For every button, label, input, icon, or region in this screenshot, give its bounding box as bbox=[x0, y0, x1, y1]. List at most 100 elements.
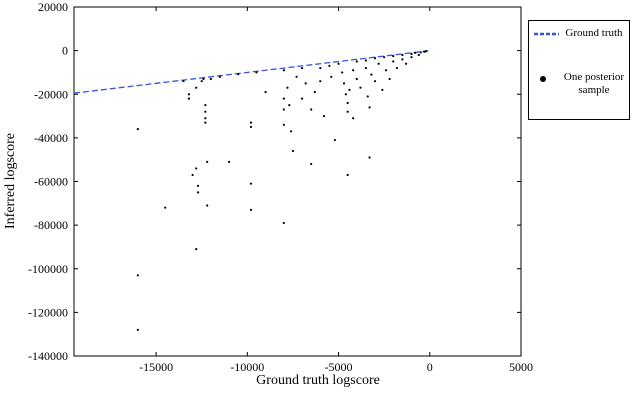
ground-truth-line bbox=[73, 49, 430, 94]
point bbox=[187, 93, 191, 96]
point bbox=[337, 62, 340, 65]
point bbox=[392, 60, 395, 63]
point bbox=[282, 97, 285, 100]
x-axis-label: Ground truth logscore bbox=[256, 373, 380, 388]
point bbox=[384, 69, 388, 72]
point bbox=[364, 59, 368, 62]
y-tick-label: -100000 bbox=[28, 262, 68, 276]
point bbox=[319, 66, 322, 70]
point bbox=[136, 128, 139, 131]
point bbox=[344, 93, 347, 96]
point bbox=[401, 53, 404, 57]
y-tick-label: -60000 bbox=[34, 175, 68, 189]
point bbox=[348, 88, 351, 91]
legend-swatch bbox=[534, 32, 559, 36]
point bbox=[195, 86, 198, 89]
point bbox=[368, 156, 371, 159]
point bbox=[310, 108, 313, 111]
point bbox=[355, 77, 358, 81]
point bbox=[370, 73, 373, 76]
point bbox=[373, 57, 377, 60]
point bbox=[364, 66, 368, 70]
point bbox=[310, 162, 313, 166]
point bbox=[196, 191, 200, 194]
x-tick-label: 0 bbox=[427, 360, 433, 374]
point bbox=[282, 123, 285, 126]
point bbox=[249, 125, 253, 129]
point bbox=[401, 58, 404, 61]
point bbox=[341, 71, 344, 74]
point bbox=[291, 149, 295, 153]
point bbox=[300, 97, 304, 100]
point bbox=[295, 75, 298, 78]
point bbox=[249, 121, 253, 124]
point bbox=[410, 52, 413, 55]
point bbox=[319, 80, 322, 83]
y-tick-label: 0 bbox=[62, 44, 68, 58]
point bbox=[381, 88, 384, 91]
point bbox=[377, 62, 380, 65]
legend-label: One posterior sample bbox=[563, 71, 625, 96]
x-tick-label: -15000 bbox=[139, 360, 173, 374]
point bbox=[404, 62, 408, 65]
point bbox=[195, 167, 198, 170]
y-axis-label: Inferred logscore bbox=[3, 133, 18, 229]
point bbox=[333, 138, 337, 142]
point bbox=[200, 80, 203, 83]
point bbox=[288, 104, 291, 107]
point bbox=[136, 328, 139, 331]
point bbox=[204, 121, 207, 124]
point bbox=[264, 90, 267, 94]
y-tick-label: -20000 bbox=[34, 87, 68, 101]
point bbox=[300, 66, 304, 70]
point bbox=[328, 64, 331, 67]
point bbox=[195, 248, 198, 251]
y-tick-label: 20000 bbox=[38, 0, 68, 14]
point bbox=[164, 206, 167, 209]
legend-swatch bbox=[540, 76, 546, 82]
point bbox=[414, 51, 417, 54]
point bbox=[346, 101, 349, 105]
point bbox=[218, 75, 222, 78]
y-tick-label: -120000 bbox=[28, 305, 68, 319]
point bbox=[136, 274, 139, 277]
point bbox=[304, 82, 307, 85]
point bbox=[191, 173, 194, 177]
point bbox=[395, 66, 399, 70]
point bbox=[352, 69, 355, 72]
point bbox=[196, 184, 200, 187]
point bbox=[359, 86, 362, 89]
x-tick-label: -5000 bbox=[325, 360, 353, 374]
point bbox=[255, 71, 258, 74]
point bbox=[368, 106, 371, 109]
y-tick-label: -80000 bbox=[34, 218, 68, 232]
point bbox=[204, 104, 207, 107]
point bbox=[410, 56, 413, 59]
point bbox=[227, 160, 231, 163]
point bbox=[346, 173, 349, 177]
point bbox=[355, 60, 358, 63]
point bbox=[202, 77, 205, 81]
point bbox=[249, 208, 253, 211]
y-tick-label: -140000 bbox=[28, 349, 68, 363]
y-tick-label: -40000 bbox=[34, 131, 68, 145]
point bbox=[237, 73, 240, 76]
point bbox=[417, 53, 420, 57]
point bbox=[419, 51, 422, 54]
legend: Ground truth One posterior sample bbox=[528, 20, 630, 120]
point bbox=[206, 160, 209, 163]
x-tick-label: -10000 bbox=[230, 360, 264, 374]
point bbox=[352, 117, 355, 120]
point bbox=[249, 182, 253, 185]
plot-frame bbox=[73, 6, 522, 357]
point bbox=[282, 69, 285, 72]
point bbox=[425, 50, 428, 53]
point bbox=[182, 80, 185, 83]
point bbox=[373, 80, 377, 83]
point bbox=[282, 108, 285, 111]
point bbox=[346, 110, 349, 113]
point bbox=[313, 90, 316, 94]
point bbox=[342, 82, 346, 85]
